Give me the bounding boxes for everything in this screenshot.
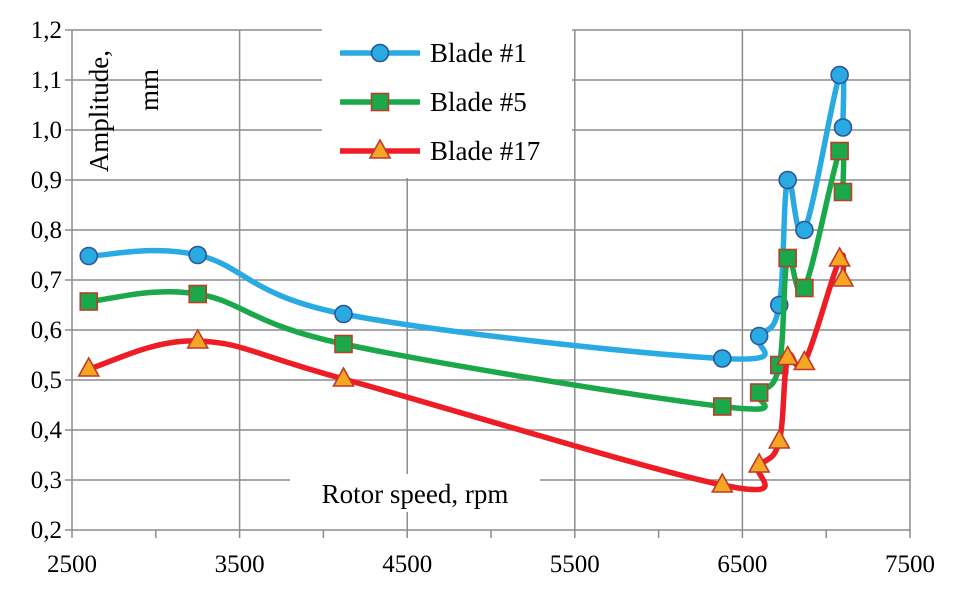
x-tick-label: 2500 [47,551,97,578]
y-tick-label: 1,1 [31,67,62,94]
data-point-marker [188,245,207,265]
data-point-marker [795,220,814,240]
series-blade-17 [77,246,855,493]
y-axis-label: Amplitude, mm [84,50,164,172]
legend-item: Blade #5 [340,87,527,117]
series-line [86,144,847,412]
data-point-marker [833,118,853,137]
series-blade-5 [79,141,853,416]
y-tick-label: 1,0 [31,117,62,144]
legend-label: Blade #17 [430,136,540,166]
data-point-marker [188,284,207,304]
x-tick-label: 4500 [382,551,432,578]
data-point-marker [79,292,99,311]
y-tick-label: 0,7 [31,267,62,294]
y-tick-label: 1,2 [31,17,62,44]
legend-item: Blade #17 [340,136,540,166]
legend: Blade #1 Blade #5 Blade #17 [322,28,572,178]
legend-item: Blade #1 [340,38,527,68]
y-tick-label: 0,3 [31,467,62,494]
x-axis-label-background [290,474,540,512]
x-tick-labels: 2500 3500 4500 5500 6500 7500 [47,551,935,578]
x-tick-label: 3500 [215,551,265,578]
data-point-marker [749,326,769,346]
y-tick-label: 0,2 [31,517,62,544]
data-point-marker [712,397,732,416]
legend-label: Blade #1 [430,38,527,68]
legend-swatch-marker [368,138,392,159]
data-point-marker [767,428,791,449]
data-point-marker [186,328,210,349]
y-axis-label-line1: Amplitude, [84,50,114,172]
data-point-marker [776,344,800,366]
data-point-marker [749,383,769,402]
data-point-marker [778,170,797,190]
legend-swatch-marker [370,92,390,112]
data-point-marker [828,246,851,267]
series-blade-1 [79,65,853,368]
data-point-marker [778,248,797,268]
data-point-marker [79,246,99,266]
y-tick-label: 0,9 [31,167,62,194]
data-point-marker [332,366,355,387]
x-axis-label: Rotor speed, rpm [322,479,509,509]
data-series [77,65,855,493]
data-point-marker [830,141,849,161]
y-tick-label: 0,6 [31,317,62,344]
legend-label: Blade #5 [430,87,527,117]
data-point-marker [334,334,353,354]
data-point-marker [77,356,101,377]
legend-swatch-marker [370,43,390,63]
x-tick-label: 5500 [550,551,600,578]
y-tick-labels: 0,2 0,3 0,4 0,5 0,6 0,7 0,8 0,9 1,0 1,1 1,2 [31,17,63,544]
data-point-marker [710,472,734,493]
y-tick-label: 0,8 [31,217,62,244]
series-line [86,252,847,493]
axes [65,29,911,538]
x-tick-label: 7500 [885,551,935,578]
x-tick-label: 6500 [717,551,767,578]
data-point-marker [795,278,814,298]
data-point-marker [830,65,849,85]
y-tick-label: 0,5 [31,367,62,394]
data-point-marker [712,349,732,368]
data-point-marker [747,452,771,473]
data-point-marker [831,266,855,287]
data-point-marker [334,304,353,324]
data-point-marker [793,349,816,371]
data-point-marker [833,182,853,202]
y-axis-label-line2: mm [134,69,164,111]
y-tick-label: 0,4 [31,417,63,444]
